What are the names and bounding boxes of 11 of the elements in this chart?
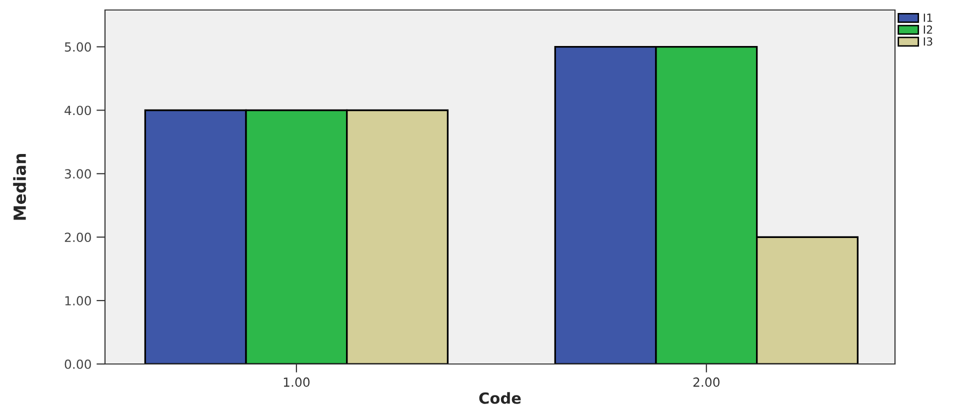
legend-label: I1	[924, 14, 932, 22]
legend-label: I3	[924, 37, 932, 46]
y-tick-label: 2.00	[64, 232, 91, 242]
y-axis-title: Median	[13, 154, 26, 220]
y-tick-label: 1.00	[65, 296, 91, 306]
y-tick-label: 3.00	[64, 169, 91, 179]
y-tick-label: 4.00	[64, 106, 91, 116]
legend-label: I2	[924, 25, 932, 34]
y-tick-label: 0.00	[64, 359, 91, 369]
y-tick-label: 5.00	[64, 42, 91, 52]
x-axis-title: Code	[479, 392, 521, 404]
